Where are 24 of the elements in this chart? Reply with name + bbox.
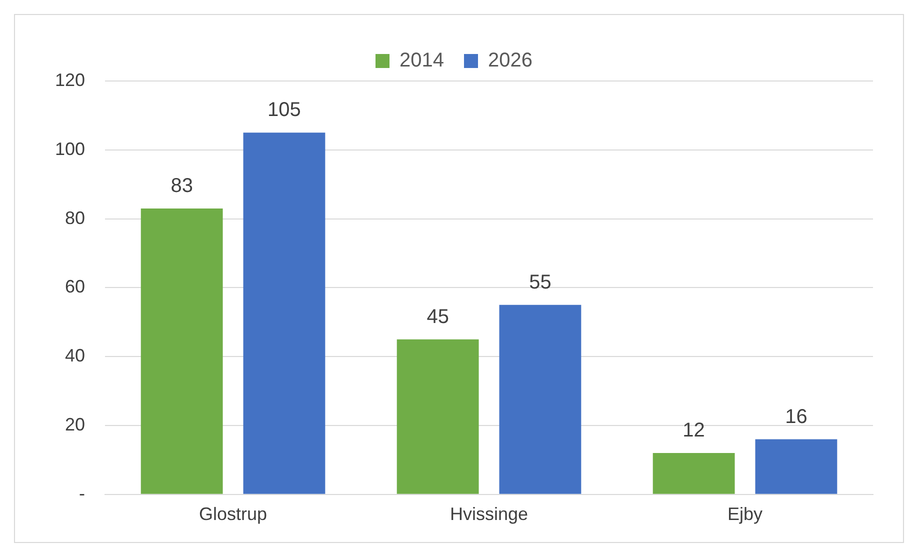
bar (499, 304, 582, 494)
y-tick-label: - (79, 483, 86, 504)
bar (396, 339, 479, 494)
data-label: 12 (682, 420, 705, 442)
y-tick-label: 120 (54, 70, 86, 90)
legend-label: 2014 (400, 50, 444, 72)
data-label: 83 (170, 174, 193, 197)
x-tick-label: Ejby (728, 504, 763, 524)
data-label: 45 (426, 306, 449, 328)
data-label: 105 (268, 99, 301, 122)
x-tick-label: Hvissinge (450, 504, 528, 524)
x-tick-label: Glostrup (199, 504, 268, 524)
y-tick-label: 60 (65, 276, 86, 297)
bar (755, 439, 838, 494)
y-tick-label: 80 (65, 208, 86, 228)
y-tick-label: 20 (65, 414, 86, 434)
y-tick-label: 40 (65, 346, 86, 366)
y-tick-label: 100 (54, 138, 86, 159)
legend-label: 2026 (488, 50, 532, 72)
data-label: 16 (785, 406, 808, 428)
bar (243, 132, 326, 494)
bar (652, 453, 735, 494)
bar (140, 208, 223, 494)
data-label: 55 (529, 271, 552, 294)
